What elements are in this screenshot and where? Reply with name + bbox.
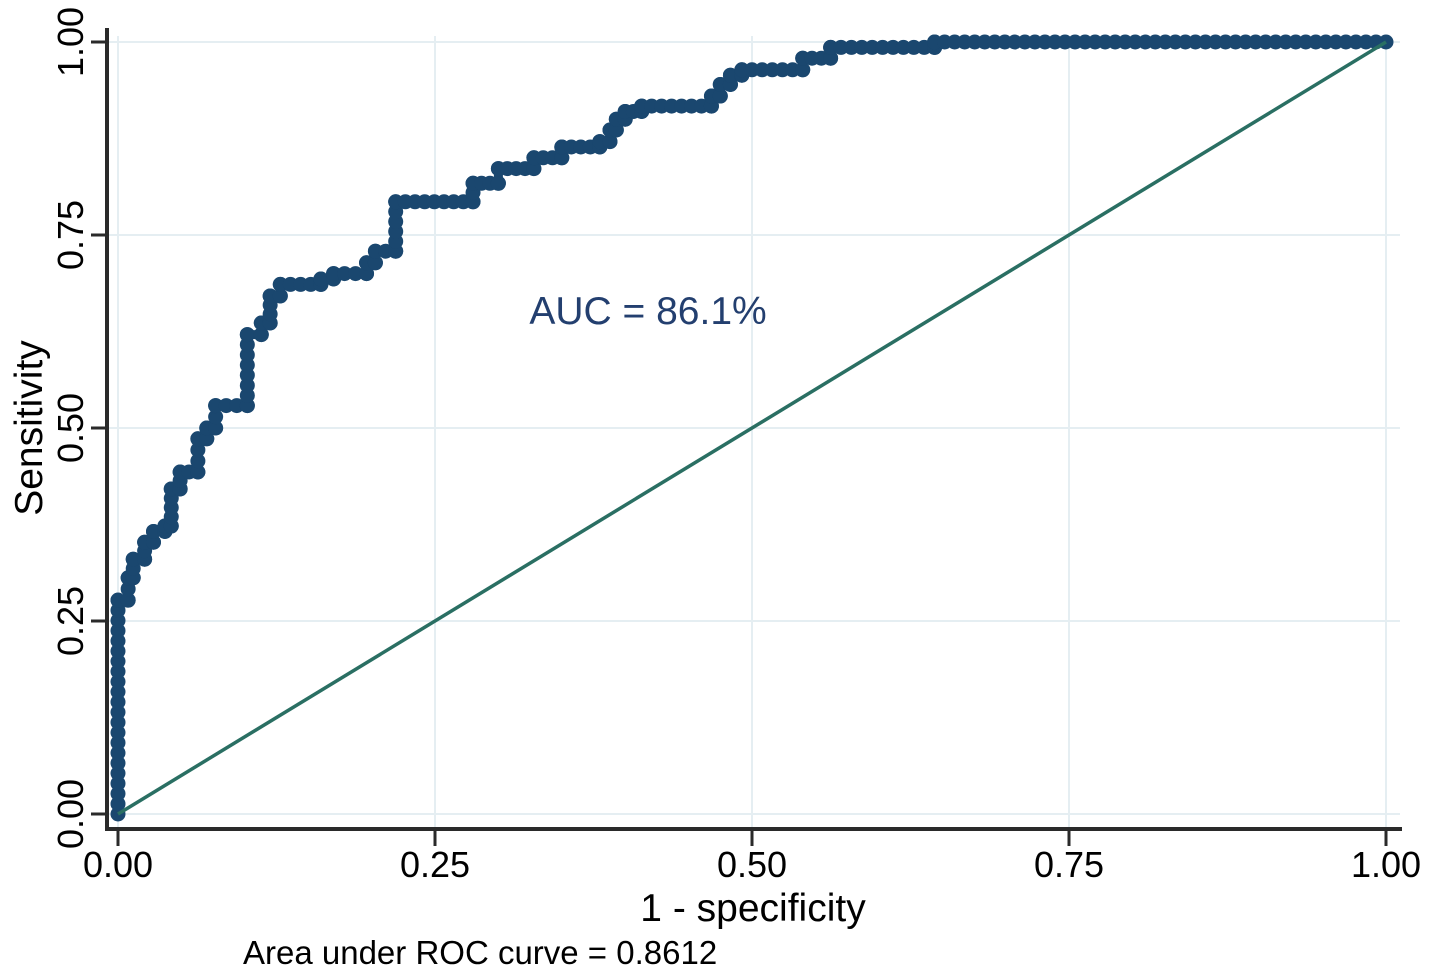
y-tick-label: 1.00 — [50, 6, 91, 78]
y-axis-title: Sensitivity — [8, 340, 51, 516]
x-tick-label: 0.75 — [1033, 844, 1105, 885]
y-tick-label: 0.50 — [50, 392, 91, 464]
y-tick-label: 0.25 — [50, 585, 91, 657]
auc-note: Area under ROC curve = 0.8612 — [243, 934, 718, 971]
x-tick-label: 0.25 — [399, 844, 471, 885]
auc-annotation: AUC = 86.1% — [529, 290, 767, 334]
x-tick-label: 0.50 — [716, 844, 788, 885]
x-tick-label: 0.00 — [82, 844, 154, 885]
x-axis-title: 1 - specificity — [640, 887, 866, 930]
y-tick-label: 0.75 — [50, 199, 91, 271]
y-tick-label: 0.00 — [50, 778, 91, 850]
x-tick-label: 1.00 — [1350, 844, 1422, 885]
